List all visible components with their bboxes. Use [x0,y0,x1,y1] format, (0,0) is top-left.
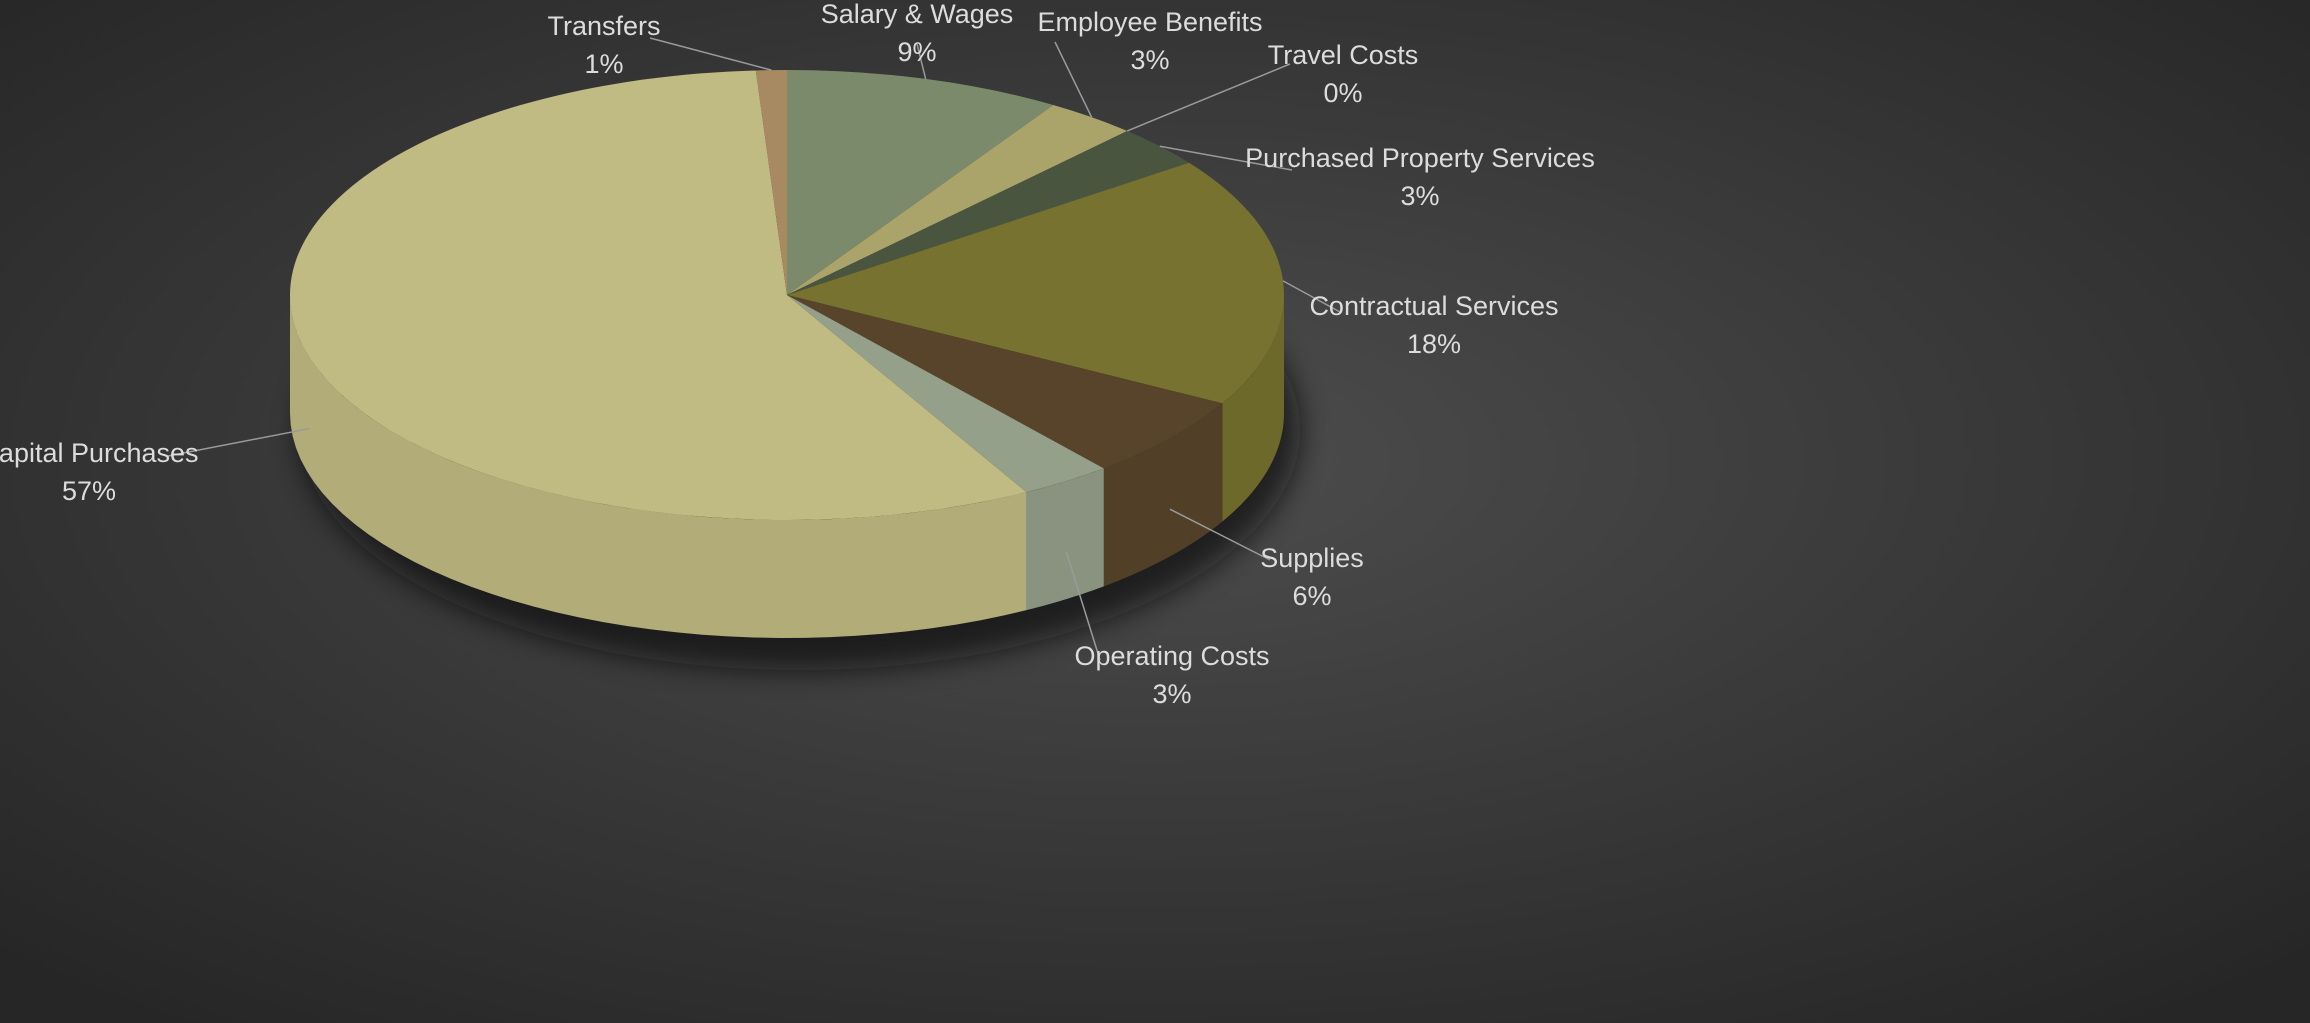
data-label-name: Salary & Wages [821,0,1014,29]
data-label-name: Purchased Property Services [1245,143,1595,173]
pie-side [1026,468,1104,611]
leader-line [1159,145,1293,171]
pie-slice [787,162,1284,404]
pie-slice [289,70,1027,521]
data-label-value: 3% [1130,45,1169,75]
pie-side [1222,295,1284,522]
pie-slice [787,295,1223,469]
pie-side [290,295,1027,638]
leader-line [1065,551,1101,661]
pie-slice [787,295,1104,493]
leader-line [167,427,310,457]
data-label-value: 3% [1400,181,1439,211]
leader-line [1169,508,1271,561]
data-label-value: 57% [62,476,116,506]
data-label-value: 0% [1323,78,1362,108]
leader-line [1054,41,1093,118]
data-label-value: 9% [897,37,936,67]
data-label-name: Transfers [547,11,660,41]
pie-slice [755,70,787,295]
data-label-name: Supplies [1260,543,1364,573]
data-label-value: 6% [1292,581,1331,611]
data-label-value: 18% [1407,329,1461,359]
data-label-name: Contractual Services [1309,291,1558,321]
leader-line [1126,63,1291,132]
pie-side [1103,403,1223,587]
data-label-name: Operating Costs [1074,641,1269,671]
data-label-value: 3% [1152,679,1191,709]
pie-slice [787,70,1054,295]
leader-line [649,37,772,71]
pie-slice [787,130,1190,295]
data-label-name: Capital Purchases [0,438,199,468]
leader-line [916,43,927,80]
leader-line [1282,280,1341,313]
data-label-value: 1% [584,49,623,79]
data-label-name: Travel Costs [1268,40,1419,70]
pie-slice [787,105,1128,295]
data-label-name: Employee Benefits [1037,7,1262,37]
